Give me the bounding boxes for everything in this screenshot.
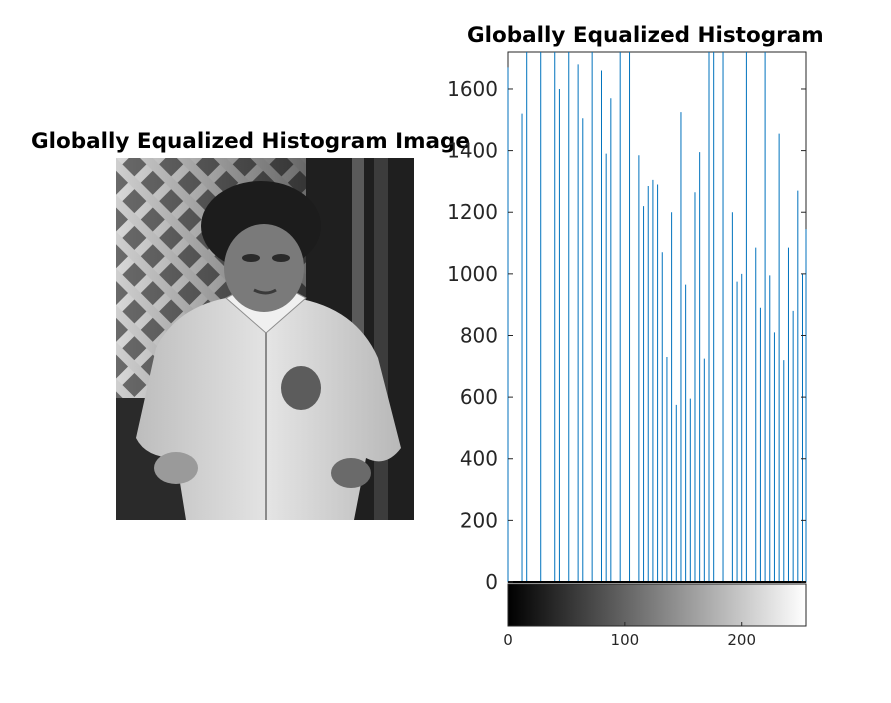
- y-tick-label: 400: [460, 447, 498, 471]
- y-tick-label: 1600: [447, 77, 498, 101]
- image-title: Globally Equalized Histogram Image: [31, 129, 471, 154]
- grayscale-colorbar: [507, 583, 807, 627]
- x-tick-label: 100: [611, 631, 640, 649]
- y-tick-label: 200: [460, 508, 498, 532]
- y-tick-label: 800: [460, 323, 498, 347]
- x-tick-label: 0: [503, 631, 513, 649]
- equalized-grayscale-photo: [116, 158, 414, 520]
- y-tick-label: 600: [460, 385, 498, 409]
- histogram-title: Globally Equalized Histogram: [467, 23, 824, 48]
- x-tick-label: 200: [727, 631, 756, 649]
- y-tick-label: 1000: [447, 262, 498, 286]
- y-tick-label: 0: [485, 570, 498, 594]
- y-tick-label: 1400: [447, 139, 498, 163]
- plot-area-frame: [507, 51, 807, 583]
- y-tick-label: 1200: [447, 200, 498, 224]
